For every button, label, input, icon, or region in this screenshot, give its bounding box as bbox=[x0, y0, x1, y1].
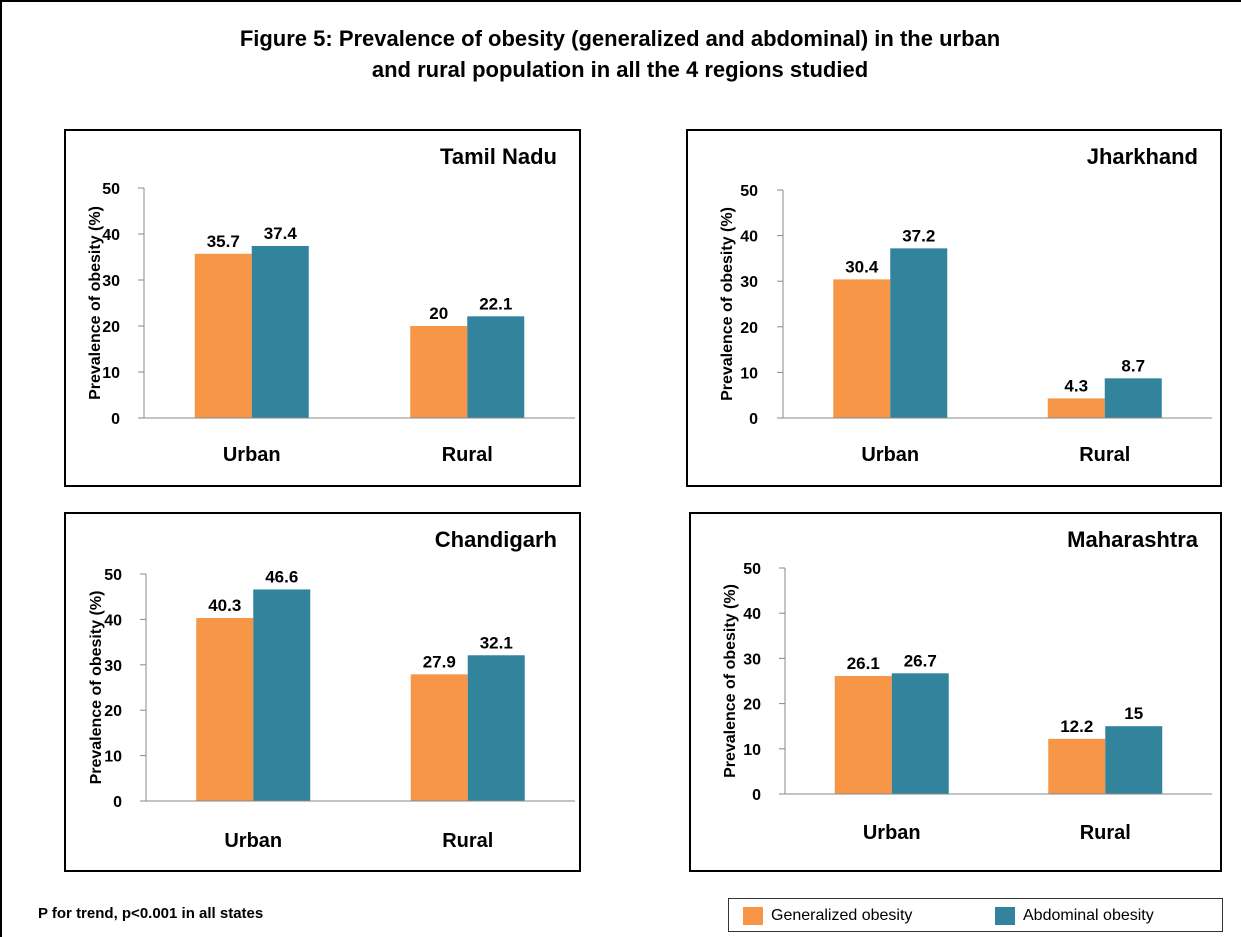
data-label-abdominal-obesity-rural: 8.7 bbox=[1121, 356, 1145, 375]
chart-svg: Maharashtra Prevalence of obesity (%) 0 10 2… bbox=[722, 527, 1212, 844]
bar-generalized-obesity-rural bbox=[1047, 398, 1105, 418]
chart-svg: Chandigarh Prevalence of obesity (%) 0 10 20… bbox=[88, 527, 575, 852]
data-label-abdominal-obesity-rural: 15 bbox=[1124, 704, 1143, 723]
y-tick-label: 20 bbox=[740, 320, 758, 337]
y-axis-label: Prevalence of obesity (%) bbox=[719, 207, 736, 401]
bar-generalized-obesity-urban bbox=[834, 676, 892, 794]
chart-title: Chandigarh bbox=[435, 527, 557, 552]
chart-title: Maharashtra bbox=[1067, 527, 1199, 552]
bar-abdominal-obesity-rural bbox=[467, 655, 525, 801]
bar-abdominal-obesity-urban bbox=[891, 673, 949, 794]
y-tick-label: 30 bbox=[104, 658, 122, 675]
bar-abdominal-obesity-urban bbox=[253, 589, 311, 801]
data-label-generalized-obesity-rural: 20 bbox=[429, 304, 448, 323]
y-tick-label: 50 bbox=[102, 181, 120, 198]
data-label-abdominal-obesity-urban: 37.2 bbox=[902, 226, 935, 245]
data-label-generalized-obesity-urban: 40.3 bbox=[208, 596, 241, 615]
y-axis-label: Prevalence of obesity (%) bbox=[722, 584, 739, 778]
chart-panel-maharashtra: Maharashtra Prevalence of obesity (%) 0 10 2… bbox=[689, 512, 1222, 872]
x-category-label-urban: Urban bbox=[224, 830, 282, 852]
x-category-label-rural: Rural bbox=[442, 830, 493, 852]
chart-panel-tamil-nadu: Tamil Nadu Prevalence of obesity (%) 0 10 20… bbox=[64, 129, 581, 487]
legend-swatch-abdominal bbox=[995, 907, 1015, 925]
data-label-abdominal-obesity-urban: 26.7 bbox=[904, 651, 937, 670]
y-tick-label: 30 bbox=[743, 651, 761, 668]
y-tick-label: 10 bbox=[104, 749, 122, 766]
y-tick-label: 20 bbox=[743, 697, 761, 714]
legend: Generalized obesity Abdominal obesity bbox=[728, 898, 1223, 932]
y-tick-label: 50 bbox=[740, 183, 758, 200]
data-label-abdominal-obesity-rural: 22.1 bbox=[479, 294, 512, 313]
y-tick-label: 40 bbox=[104, 612, 122, 629]
chart-svg: Tamil Nadu Prevalence of obesity (%) 0 10 20… bbox=[87, 144, 575, 466]
x-category-label-urban: Urban bbox=[861, 444, 919, 466]
data-label-generalized-obesity-urban: 35.7 bbox=[207, 232, 240, 251]
data-label-generalized-obesity-rural: 27.9 bbox=[423, 652, 456, 671]
y-tick-label: 20 bbox=[102, 319, 120, 336]
y-tick-label: 0 bbox=[749, 411, 758, 428]
y-axis-label: Prevalence of obesity (%) bbox=[87, 206, 104, 400]
figure-title: Figure 5: Prevalence of obesity (general… bbox=[110, 23, 1130, 85]
y-tick-label: 40 bbox=[740, 229, 758, 246]
bar-abdominal-obesity-rural bbox=[467, 316, 525, 418]
y-tick-label: 0 bbox=[111, 411, 120, 428]
legend-label-generalized: Generalized obesity bbox=[771, 907, 913, 924]
x-category-label-urban: Urban bbox=[863, 822, 921, 844]
data-label-generalized-obesity-urban: 30.4 bbox=[845, 257, 879, 276]
bar-generalized-obesity-rural bbox=[410, 326, 468, 418]
chart-svg: Jharkhand Prevalence of obesity (%) 0 10 20 3… bbox=[719, 144, 1212, 466]
x-category-label-rural: Rural bbox=[1080, 822, 1131, 844]
data-label-generalized-obesity-rural: 12.2 bbox=[1060, 717, 1093, 736]
bar-abdominal-obesity-rural bbox=[1105, 726, 1163, 794]
y-tick-label: 10 bbox=[102, 365, 120, 382]
data-label-generalized-obesity-rural: 4.3 bbox=[1064, 376, 1088, 395]
chart-title: Tamil Nadu bbox=[440, 144, 557, 169]
y-tick-label: 40 bbox=[743, 606, 761, 623]
bar-abdominal-obesity-urban bbox=[251, 245, 309, 418]
chart-panel-jharkhand: Jharkhand Prevalence of obesity (%) 0 10 20 3… bbox=[686, 129, 1222, 487]
figure-title-line-2: and rural population in all the 4 region… bbox=[371, 57, 869, 82]
x-category-label-urban: Urban bbox=[223, 444, 281, 466]
legend-swatch-generalized bbox=[743, 907, 763, 925]
y-tick-label: 0 bbox=[113, 794, 122, 811]
y-tick-label: 10 bbox=[740, 365, 758, 382]
chart-title: Jharkhand bbox=[1087, 144, 1198, 169]
y-tick-label: 0 bbox=[752, 787, 761, 804]
y-tick-label: 40 bbox=[102, 227, 120, 244]
bar-generalized-obesity-rural bbox=[1048, 738, 1106, 794]
bar-generalized-obesity-urban bbox=[194, 253, 252, 418]
y-tick-label: 30 bbox=[740, 274, 758, 291]
data-label-abdominal-obesity-urban: 46.6 bbox=[265, 567, 298, 586]
y-tick-label: 20 bbox=[104, 703, 122, 720]
data-label-abdominal-obesity-urban: 37.4 bbox=[264, 224, 298, 243]
x-category-label-rural: Rural bbox=[1079, 444, 1130, 466]
chart-panel-chandigarh: Chandigarh Prevalence of obesity (%) 0 10 20… bbox=[64, 512, 581, 872]
figure-title-line-1: Figure 5: Prevalence of obesity (general… bbox=[239, 26, 1001, 51]
bar-generalized-obesity-urban bbox=[196, 618, 254, 801]
bar-abdominal-obesity-rural bbox=[1104, 378, 1162, 418]
y-tick-label: 10 bbox=[743, 742, 761, 759]
bar-abdominal-obesity-urban bbox=[890, 248, 948, 418]
x-category-label-rural: Rural bbox=[442, 444, 493, 466]
footnote: P for trend, p<0.001 in all states bbox=[38, 905, 264, 922]
data-label-generalized-obesity-urban: 26.1 bbox=[847, 654, 880, 673]
legend-label-abdominal: Abdominal obesity bbox=[1023, 907, 1154, 924]
bar-generalized-obesity-urban bbox=[833, 279, 891, 418]
y-axis-label: Prevalence of obesity (%) bbox=[88, 591, 105, 785]
bar-generalized-obesity-rural bbox=[410, 674, 468, 801]
y-tick-label: 50 bbox=[104, 567, 122, 584]
y-tick-label: 50 bbox=[743, 561, 761, 578]
data-label-abdominal-obesity-rural: 32.1 bbox=[480, 633, 513, 652]
y-tick-label: 30 bbox=[102, 273, 120, 290]
